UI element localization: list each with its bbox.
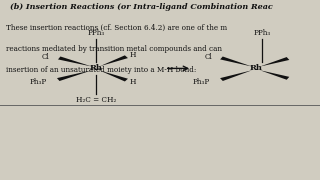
Polygon shape <box>220 70 252 81</box>
Polygon shape <box>260 57 289 67</box>
Text: H₂C = CH₂: H₂C = CH₂ <box>76 96 116 104</box>
Text: H: H <box>130 78 136 86</box>
Polygon shape <box>260 70 289 80</box>
Text: PPh₃: PPh₃ <box>87 29 105 37</box>
Text: These insertion reactions (cf. Section 6.4.2) are one of the m: These insertion reactions (cf. Section 6… <box>6 24 228 32</box>
Text: (b) Insertion Reactions (or Intra-ligand Combination Reac: (b) Insertion Reactions (or Intra-ligand… <box>10 3 272 11</box>
Polygon shape <box>100 55 128 66</box>
Text: Ph₃P: Ph₃P <box>192 78 210 86</box>
Polygon shape <box>100 71 128 82</box>
Text: insertion of an unsaturated moiety into a M-H bond:: insertion of an unsaturated moiety into … <box>6 66 197 74</box>
Polygon shape <box>58 57 92 67</box>
Polygon shape <box>57 70 92 81</box>
Text: reactions mediated by transition metal compounds and can: reactions mediated by transition metal c… <box>6 45 222 53</box>
Text: PPh₃: PPh₃ <box>254 29 271 37</box>
Text: H: H <box>130 51 136 59</box>
Text: Rh: Rh <box>90 64 102 72</box>
Text: Cl: Cl <box>42 53 50 61</box>
Text: Cl: Cl <box>205 53 213 61</box>
Text: Ph₃P: Ph₃P <box>29 78 46 86</box>
Polygon shape <box>220 57 252 67</box>
Text: Rh: Rh <box>250 64 262 72</box>
